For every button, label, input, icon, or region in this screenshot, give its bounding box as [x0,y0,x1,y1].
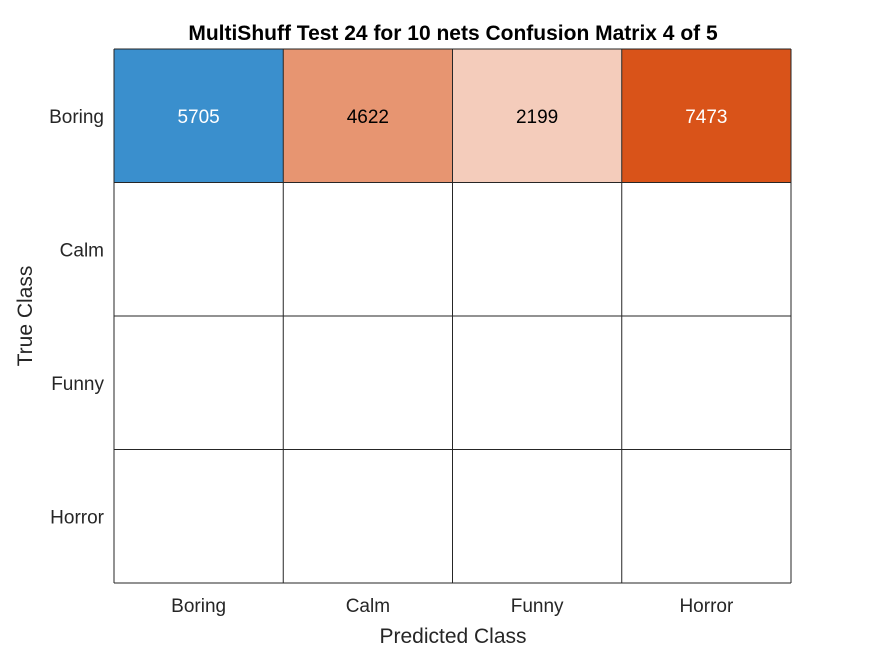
matrix-cell [114,316,284,450]
x-axis-ticks: Boring Calm Funny Horror [171,596,734,617]
matrix-cell [283,182,453,316]
y-tick-label: Boring [49,107,104,128]
matrix-cell [452,49,622,183]
cell-value-label: 7473 [685,107,727,128]
matrix-cell [621,449,791,583]
y-axis-label: True Class [14,266,37,367]
matrix-cell [621,49,791,183]
matrix-grid [113,48,792,584]
y-tick-label: Horror [50,507,105,528]
matrix-cell [114,49,284,183]
matrix-cell [621,182,791,316]
x-tick-label: Calm [346,596,390,617]
x-tick-label: Funny [511,596,564,617]
cell-value-label: 4622 [347,107,389,128]
matrix-cell [114,449,284,583]
matrix-cells [114,49,791,583]
matrix-cell-labels: 5705 4622 2199 7473 [177,107,727,128]
x-axis-label: Predicted Class [379,625,526,648]
y-axis-ticks: Boring Calm Funny Horror [49,107,105,529]
matrix-cell [283,316,453,450]
matrix-cell [452,182,622,316]
cell-value-label: 5705 [177,107,219,128]
matrix-cell [283,449,453,583]
y-tick-label: Calm [60,240,104,261]
matrix-cell [114,182,284,316]
x-tick-label: Horror [679,596,734,617]
matrix-cell [452,449,622,583]
matrix-cell [621,316,791,450]
matrix-cell [283,49,453,183]
x-tick-label: Boring [171,596,226,617]
y-tick-label: Funny [51,374,104,395]
cell-value-label: 2199 [516,107,558,128]
chart-title: MultiShuff Test 24 for 10 nets Confusion… [188,22,718,45]
matrix-cell [452,316,622,450]
